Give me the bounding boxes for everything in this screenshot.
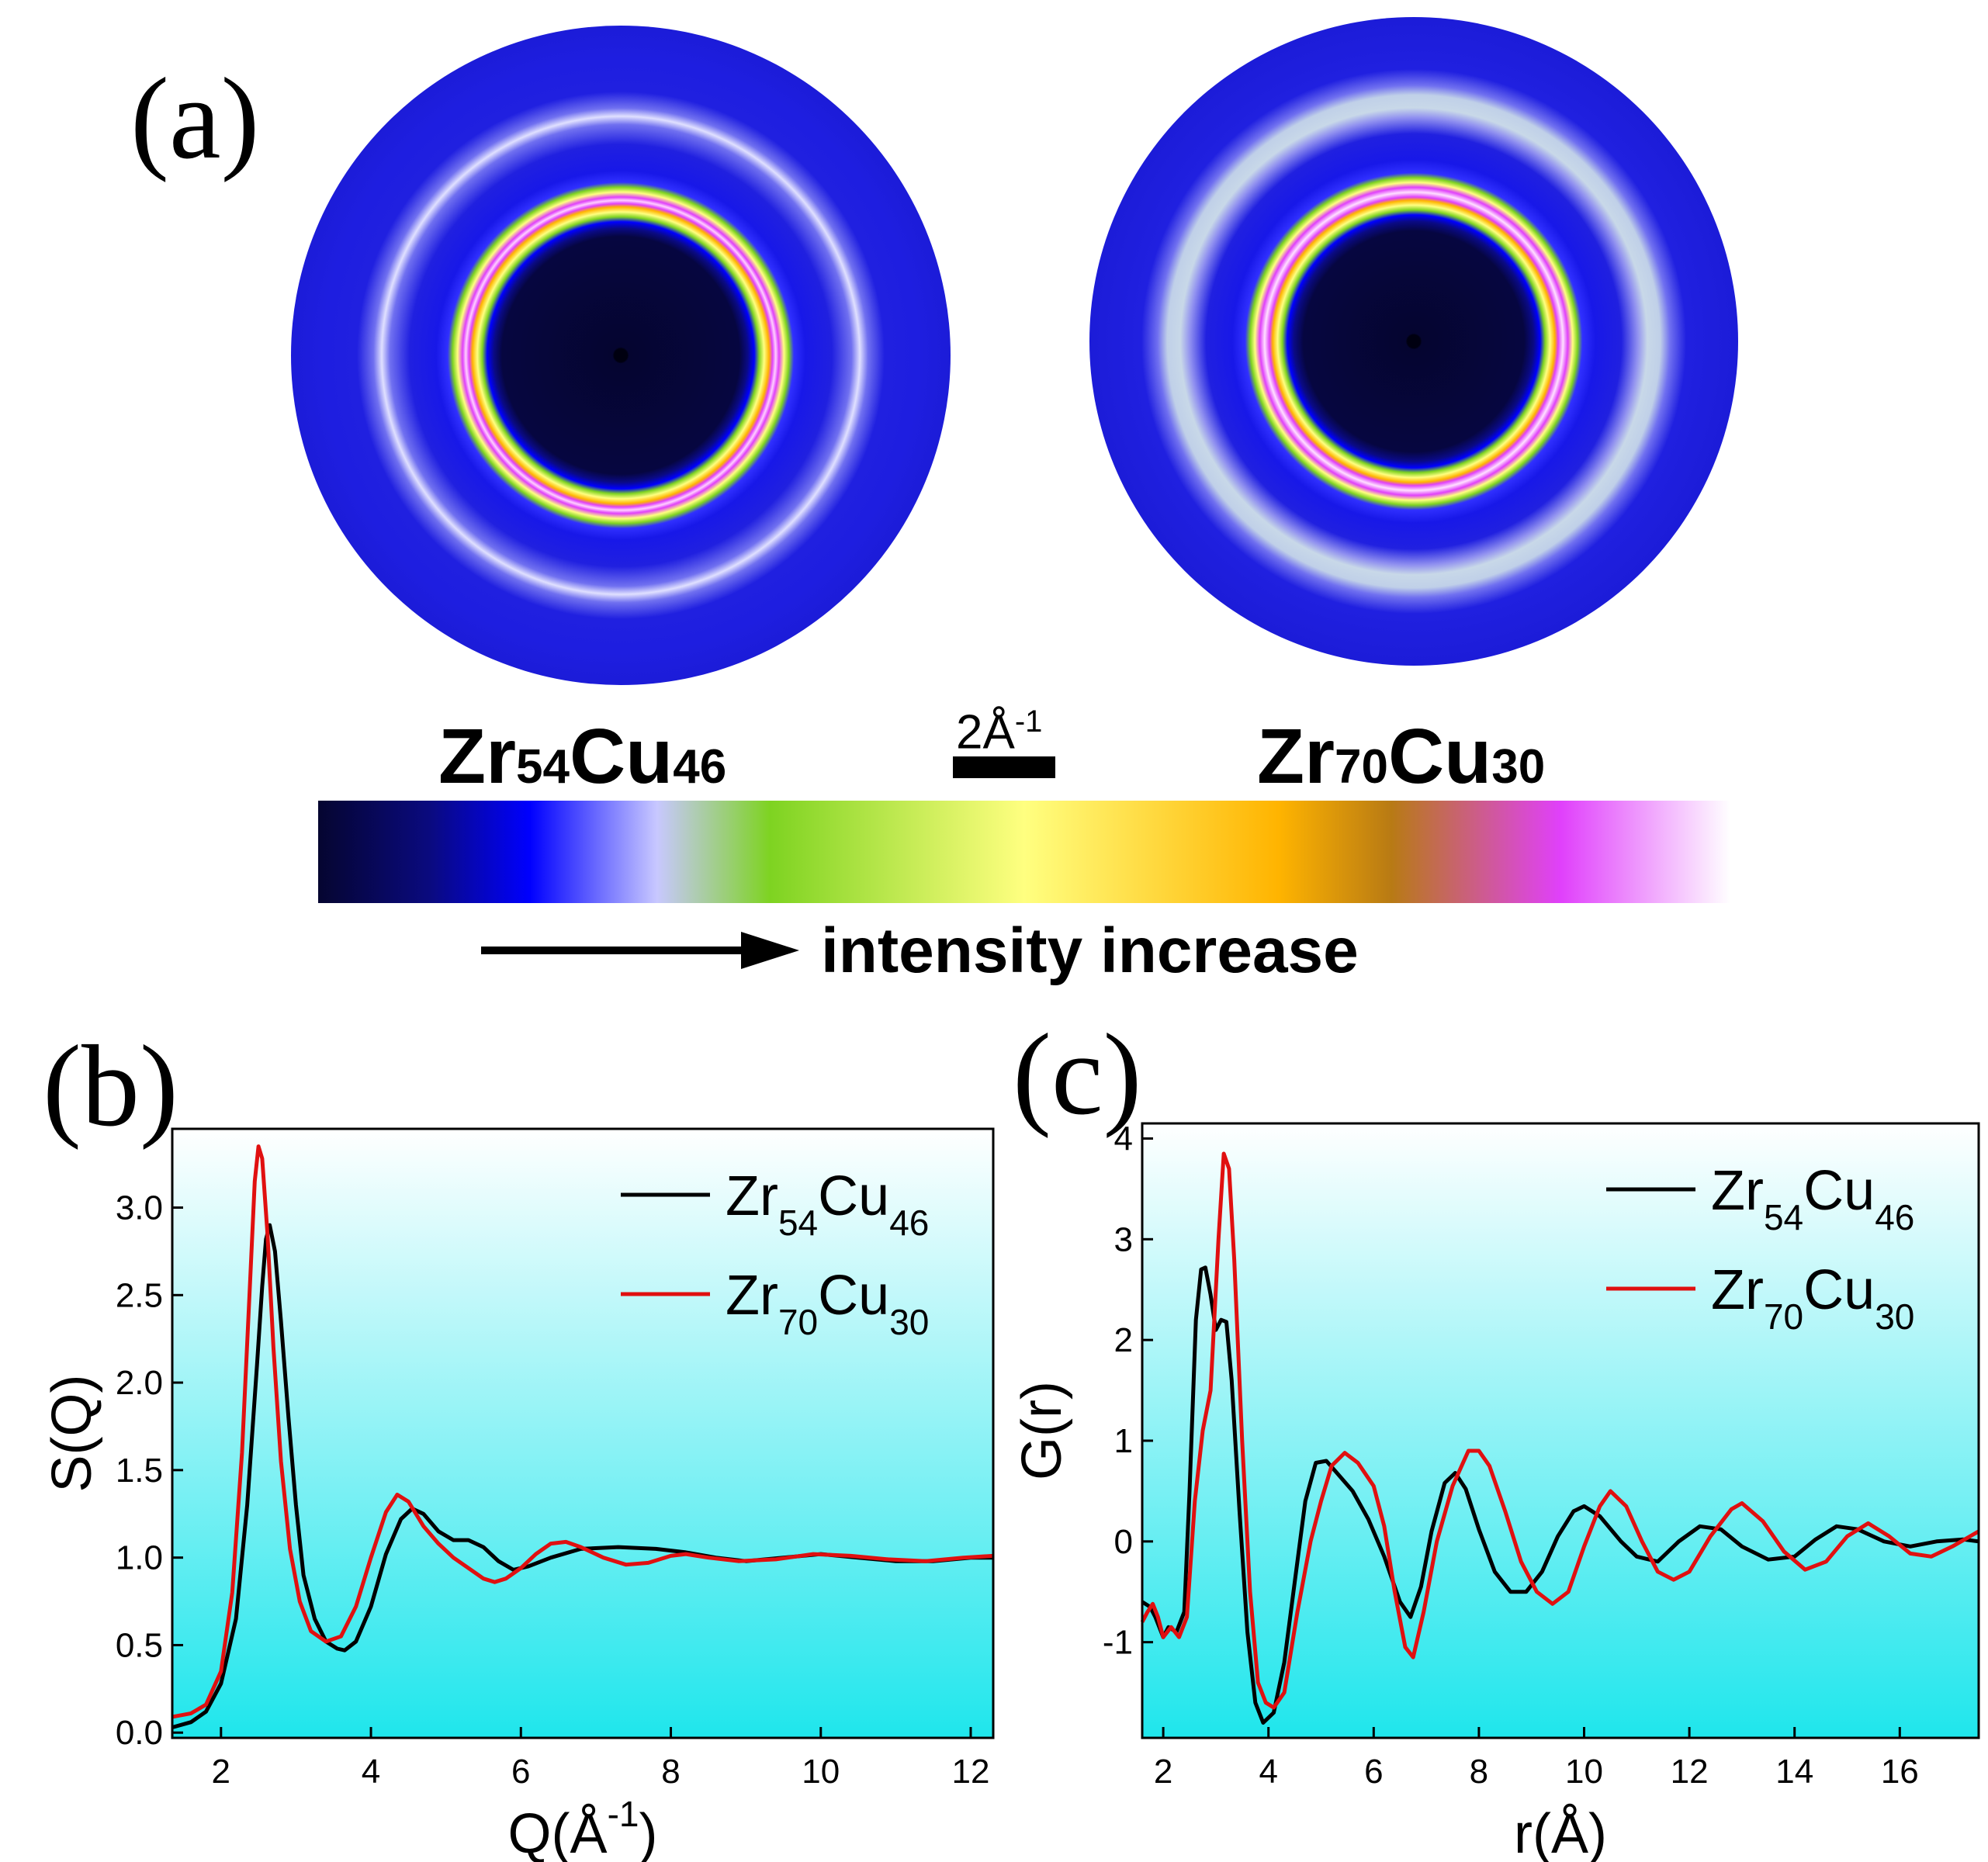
legend-label: Zr54Cu46 [726, 1165, 929, 1243]
legend-label: Zr70Cu30 [1711, 1259, 1914, 1337]
plot-area [172, 1129, 993, 1738]
diffraction-pattern-left [291, 26, 951, 685]
y-tick-label: 2.0 [116, 1364, 163, 1402]
chart-c: 2 4 6 8 10 12 14 16-101234r(Å)G(r)Zr54Cu46Zr70C… [1011, 1120, 1980, 1862]
y-tick-label: 4 [1114, 1120, 1133, 1158]
legend-label: Zr54Cu46 [1711, 1160, 1914, 1237]
colorbar-caption: intensity increase [821, 915, 1359, 986]
y-axis-label: G(r) [1011, 1381, 1073, 1480]
y-tick-label: 0 [1114, 1523, 1133, 1561]
chart-b: 2 4 6 8 10 12 0.0 0.5 1.0 1.5 2.0 2.5 3.0 Q(Å-1) S(Q) Z… [41, 1127, 995, 1862]
sample-label-right: Zr70Cu30 [1257, 713, 1546, 800]
diffraction-pattern-right [1089, 17, 1738, 666]
scale-bar [953, 756, 1055, 778]
y-tick-label: 0.5 [116, 1626, 163, 1664]
diffraction-patterns [291, 17, 1738, 685]
legend-label: Zr70Cu30 [726, 1265, 929, 1342]
x-tick-label: 8 [1470, 1753, 1488, 1791]
x-tick-label: 8 [661, 1753, 680, 1791]
y-tick-label: 1.0 [116, 1539, 163, 1577]
plot-frame [171, 1127, 995, 1739]
plot-frame [1141, 1122, 1980, 1739]
x-tick-label: 12 [1671, 1753, 1709, 1791]
x-tick-label: 10 [1565, 1753, 1603, 1791]
series-line-zr70cu30 [171, 1144, 994, 1719]
y-tick-label: 3.0 [116, 1189, 163, 1227]
x-tick-label: 10 [802, 1753, 840, 1791]
panel-a-label: (a) [130, 54, 260, 183]
y-tick-label: 1 [1114, 1422, 1133, 1460]
y-tick-label: 2 [1114, 1321, 1133, 1359]
x-tick-label: 6 [1364, 1753, 1383, 1791]
x-tick-label: 4 [1259, 1753, 1277, 1791]
plot-area [1142, 1123, 1979, 1738]
x-tick-label: 4 [362, 1753, 380, 1791]
y-tick-label: -1 [1103, 1624, 1133, 1662]
y-tick-label: 0.0 [116, 1714, 163, 1752]
x-axis-label: Q(Å-1) [508, 1794, 658, 1862]
x-tick-label: 14 [1775, 1753, 1813, 1791]
series-line-zr54cu46 [1141, 1265, 1979, 1725]
intensity-arrow-icon [481, 932, 799, 969]
intensity-colorbar [318, 801, 1730, 903]
x-tick-label: 16 [1881, 1753, 1919, 1791]
y-tick-label: 2.5 [116, 1276, 163, 1314]
x-tick-label: 2 [212, 1753, 230, 1791]
x-tick-label: 12 [952, 1753, 990, 1791]
x-tick-label: 2 [1154, 1753, 1172, 1791]
series-line-zr70cu30 [1140, 1151, 1980, 1710]
y-tick-label: 1.5 [116, 1452, 163, 1490]
sample-label-left: Zr54Cu46 [438, 713, 727, 800]
panel-b-label: (b) [43, 1022, 178, 1151]
x-axis-label: r(Å) [1514, 1803, 1607, 1862]
scale-bar-label: 2Å-1 [956, 704, 1043, 760]
y-axis-label: S(Q) [41, 1375, 103, 1493]
y-tick-label: 3 [1114, 1220, 1133, 1258]
x-tick-label: 6 [511, 1753, 530, 1791]
panel-c-label: (c) [1013, 1010, 1142, 1139]
